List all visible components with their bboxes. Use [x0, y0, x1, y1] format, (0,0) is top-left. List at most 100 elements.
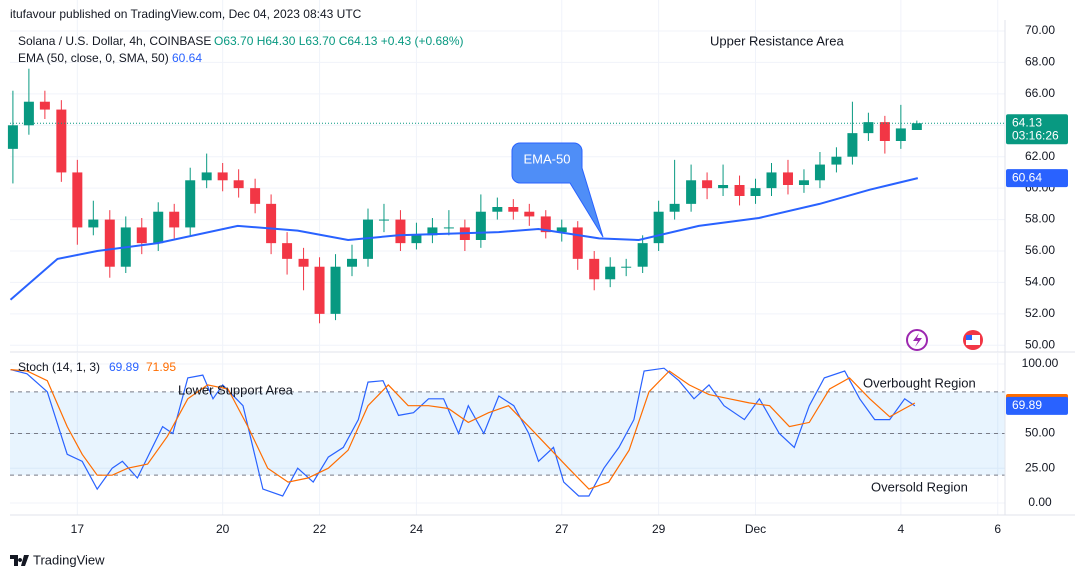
countdown: 03:16:26	[1012, 128, 1059, 142]
candle-body	[540, 216, 551, 233]
candle-body	[637, 243, 648, 267]
candle-body	[879, 122, 890, 141]
y-tick-label: 50.00	[1025, 426, 1055, 440]
y-tick-label: 54.00	[1025, 275, 1055, 289]
candle-body	[798, 180, 809, 185]
candle-body	[556, 227, 567, 233]
candle-body	[782, 172, 793, 185]
y-tick-label: 70.00	[1025, 23, 1055, 37]
annotation: Upper Resistance Area	[710, 33, 844, 48]
footer: TradingView	[33, 552, 105, 567]
candle-body	[88, 219, 99, 228]
candle-body	[911, 123, 922, 130]
x-tick-label: 17	[71, 522, 85, 536]
candle-body	[734, 185, 745, 196]
x-tick-label: 20	[216, 522, 230, 536]
y-tick-label: 25.00	[1025, 460, 1055, 474]
ema-callout	[511, 142, 604, 238]
x-tick-label: 27	[555, 522, 569, 536]
candle-body	[572, 227, 583, 259]
candle-body	[669, 203, 680, 212]
candle-body	[169, 211, 180, 228]
x-tick-label: Dec	[745, 522, 766, 536]
y-tick-label: 68.00	[1025, 55, 1055, 69]
candle-body	[427, 227, 438, 236]
ema-legend: EMA (50, close, 0, SMA, 50)	[18, 51, 169, 65]
candle-body	[7, 125, 18, 149]
annotation: Overbought Region	[863, 375, 976, 390]
candle-body	[72, 172, 83, 228]
candle-body	[814, 164, 825, 181]
candle-body	[718, 185, 729, 189]
candle-body	[314, 266, 325, 314]
candle-body	[330, 266, 341, 314]
x-tick-label: 4	[898, 522, 905, 536]
price-tag-label: 60.64	[1012, 170, 1042, 184]
candle-body	[362, 219, 373, 259]
candle-body	[217, 172, 228, 181]
candle-body	[250, 188, 261, 204]
marks	[7, 68, 1005, 497]
candle-body	[766, 172, 777, 189]
ema-legend-value: 60.64	[172, 51, 202, 65]
candle-body	[475, 211, 486, 240]
stoch-legend: Stoch (14, 1, 3)	[18, 360, 100, 374]
candle-body	[266, 203, 277, 244]
alert-icon	[906, 329, 928, 351]
candle-body	[347, 258, 358, 267]
candle-body	[621, 266, 632, 268]
candle-body	[589, 258, 600, 280]
candle-body	[831, 156, 842, 165]
x-tick-label: 22	[313, 522, 327, 536]
candle-body	[686, 180, 697, 204]
grid	[10, 0, 1005, 515]
candle-body	[863, 122, 874, 134]
stoch-line	[10, 369, 916, 490]
candle-body	[847, 133, 858, 157]
footer-logo	[10, 555, 29, 566]
candle-body	[653, 211, 664, 244]
candle-body	[298, 258, 309, 267]
candle-body	[605, 266, 616, 280]
stoch-k-value: 69.89	[109, 360, 139, 374]
candle-body	[201, 172, 212, 181]
candle-body	[153, 211, 164, 244]
candle-body	[233, 180, 244, 189]
candle-body	[39, 101, 50, 110]
annotation: Lower Support Area	[178, 382, 294, 397]
event-icon	[963, 330, 983, 350]
candle-body	[702, 180, 713, 189]
y-tick-label: 56.00	[1025, 243, 1055, 257]
candle-body	[136, 227, 147, 244]
candle-body	[282, 243, 293, 259]
candle-body	[750, 188, 761, 196]
price-tag-label: 69.89	[1012, 398, 1042, 412]
annotation: EMA-50	[524, 151, 571, 166]
ohlc: O63.70 H64.30 L63.70 C64.13 +0.43 (+0.68…	[214, 34, 464, 48]
candle-body	[524, 211, 535, 217]
y-tick-label: 50.00	[1025, 337, 1055, 351]
ema-line	[9, 177, 919, 301]
symbol-title: Solana / U.S. Dollar, 4h, COINBASE	[18, 34, 211, 48]
y-tick-label: 0.00	[1028, 495, 1052, 509]
y-tick-label: 100.00	[1022, 356, 1059, 370]
price-tag-label: 64.13	[1012, 115, 1042, 129]
candle-body	[411, 235, 422, 244]
y-tick-label: 52.00	[1025, 306, 1055, 320]
x-tick-label: 24	[410, 522, 424, 536]
candle-body	[492, 207, 503, 212]
price-tag	[1006, 396, 1068, 415]
candle-body	[895, 128, 906, 141]
candle-body	[185, 180, 196, 228]
candle-body	[23, 101, 34, 126]
y-tick-label: 62.00	[1025, 149, 1055, 163]
x-tick-label: 6	[994, 522, 1001, 536]
candle-body	[378, 219, 389, 221]
candle-body	[395, 219, 406, 244]
publisher: itufavour published on TradingView.com, …	[10, 7, 362, 21]
candle-body	[56, 109, 67, 173]
price-tag	[1006, 114, 1068, 145]
y-tick-label: 58.00	[1025, 212, 1055, 226]
